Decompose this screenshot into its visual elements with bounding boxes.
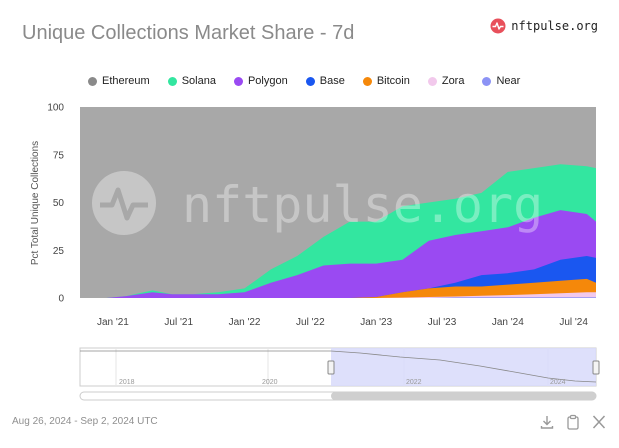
y-tick-label: 75 [53, 150, 65, 161]
legend-swatch [167, 76, 177, 86]
legend-swatch [305, 76, 315, 86]
legend-swatch [482, 76, 492, 86]
y-axis: 0 25 50 75 100 [47, 103, 64, 305]
navigator-label: 2024 [550, 379, 566, 386]
clipboard-icon[interactable] [565, 414, 581, 430]
footer-actions [539, 414, 607, 430]
legend-item-solana[interactable]: Solana [167, 75, 216, 87]
y-tick-label: 50 [53, 198, 65, 209]
brand-name: nftpulse.org [511, 19, 598, 33]
legend-item-ethereum[interactable]: Ethereum [88, 75, 150, 87]
pulse-logo-icon [490, 18, 506, 34]
legend-item-base[interactable]: Base [305, 75, 345, 87]
area-bitcoin [106, 278, 597, 298]
legend-label: Near [496, 75, 521, 87]
y-tick-label: 0 [58, 294, 64, 305]
navigator-label: 2020 [262, 379, 278, 386]
brand[interactable]: nftpulse.org [490, 18, 598, 34]
legend-item-polygon[interactable]: Polygon [233, 75, 288, 87]
legend-item-zora[interactable]: Zora [427, 75, 465, 87]
legend-swatch [233, 76, 243, 86]
x-tick-label: Jan '22 [229, 317, 261, 328]
watermark: nftpulse.org [92, 171, 543, 235]
navigator-label: 2018 [119, 379, 135, 386]
area-polygon [106, 210, 597, 298]
area-zora [106, 292, 597, 298]
x-tick-label: Jan '24 [492, 317, 524, 328]
legend-swatch [427, 76, 437, 86]
download-icon[interactable] [539, 414, 555, 430]
legend-swatch [88, 76, 97, 86]
x-axis: Jan '21 Jul '21 Jan '22 Jul '22 Jan '23 Jul '… [97, 317, 588, 328]
x-tick-label: Jul '24 [559, 317, 588, 328]
navigator-handle-left[interactable] [327, 360, 335, 375]
y-tick-label: 25 [53, 246, 65, 257]
date-range: Aug 26, 2024 - Sep 2, 2024 UTC [12, 416, 158, 427]
area-near [106, 297, 597, 298]
x-share-icon[interactable] [591, 414, 607, 430]
watermark-text: nftpulse.org [182, 176, 543, 234]
watermark-pulse-icon [100, 187, 148, 221]
watermark-logo-icon [92, 171, 156, 235]
navigator-label: 2022 [406, 379, 422, 386]
navigator-line [80, 350, 597, 383]
x-tick-label: Jul '21 [164, 317, 193, 328]
x-tick-label: Jan '23 [360, 317, 392, 328]
legend-item-near[interactable]: Near [482, 75, 520, 87]
x-tick-label: Jul '22 [296, 317, 325, 328]
series-areas [106, 164, 597, 298]
legend-label: Ethereum [102, 75, 150, 87]
legend-label: Base [319, 75, 345, 87]
scrollbar-thumb[interactable] [331, 392, 596, 400]
legend-label: Solana [181, 75, 216, 87]
navigator-handle-right[interactable] [592, 360, 600, 375]
legend-label: Zora [441, 75, 465, 87]
legend-label: Polygon [247, 75, 288, 87]
legend-swatch [362, 76, 372, 86]
x-tick-label: Jan '21 [97, 317, 129, 328]
legend-label: Bitcoin [376, 75, 410, 87]
x-tick-label: Jul '23 [428, 317, 457, 328]
page-title: Unique Collections Market Share - 7d [22, 22, 355, 44]
chart-legend: Ethereum Solana Polygon Base Bitcoin Zor… [88, 75, 520, 87]
y-axis-label: Pct Total Unique Collections [30, 141, 41, 265]
legend-item-bitcoin[interactable]: Bitcoin [362, 75, 410, 87]
y-tick-label: 100 [47, 103, 64, 114]
